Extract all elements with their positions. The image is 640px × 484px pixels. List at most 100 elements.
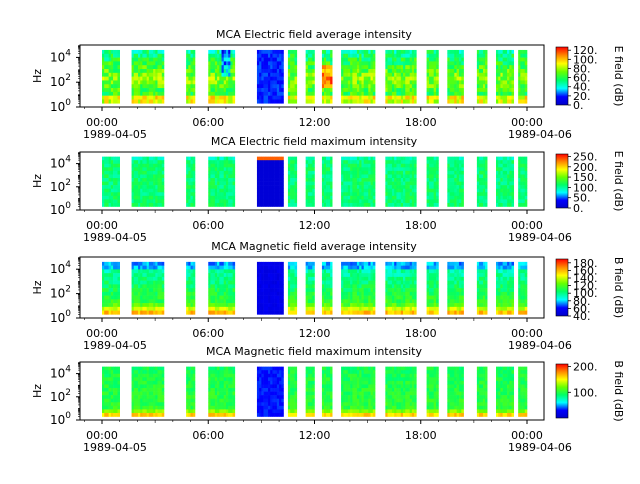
- spectrogram-cell: [213, 157, 216, 161]
- spectrogram-cell: [396, 303, 399, 307]
- spectrogram-cell: [523, 80, 526, 84]
- spectrogram-cell: [414, 311, 417, 315]
- spectrogram-cell: [109, 96, 112, 100]
- spectrogram-cell: [479, 88, 481, 92]
- spectrogram-cell: [483, 96, 485, 100]
- spectrogram-cell: [134, 164, 136, 168]
- spectrogram-cell: [509, 92, 512, 96]
- spectrogram-cell: [266, 196, 269, 200]
- spectrogram-cell: [117, 171, 120, 175]
- spectrogram-cell: [215, 262, 218, 266]
- spectrogram-cell: [275, 61, 278, 65]
- spectrogram-cell: [140, 164, 142, 168]
- spectrogram-cell: [503, 88, 506, 92]
- spectrogram-cell: [427, 281, 430, 285]
- spectrogram-cell: [350, 296, 353, 300]
- spectrogram-cell: [213, 174, 216, 178]
- spectrogram-cell: [346, 262, 349, 266]
- spectrogram-cell: [224, 185, 227, 189]
- spectrogram-cell: [403, 50, 406, 54]
- spectrogram-cell: [162, 58, 164, 62]
- spectrogram-cell: [117, 266, 120, 270]
- spectrogram-cell: [279, 73, 282, 77]
- spectrogram-cell: [306, 196, 309, 200]
- spectrogram-cell: [366, 303, 369, 307]
- spectrogram-cell: [507, 203, 510, 207]
- spectrogram-cell: [259, 196, 262, 200]
- spectrogram-cell: [523, 88, 526, 92]
- spectrogram-cell: [233, 92, 236, 96]
- spectrogram-cell: [477, 185, 479, 189]
- spectrogram-cell: [109, 288, 112, 292]
- spectrogram-cell: [217, 92, 220, 96]
- spectrogram-cell: [518, 88, 521, 92]
- spectrogram-cell: [230, 266, 233, 270]
- spectrogram-cell: [109, 54, 112, 58]
- spectrogram-cell: [512, 192, 515, 196]
- spectrogram-cell: [290, 273, 293, 277]
- spectrogram-cell: [390, 99, 393, 103]
- spectrogram-cell: [509, 84, 512, 88]
- spectrogram-cell: [414, 58, 417, 62]
- spectrogram-cell: [359, 73, 362, 77]
- spectrogram-cell: [162, 277, 164, 281]
- spectrogram-cell: [427, 296, 430, 300]
- spectrogram-cell: [102, 174, 105, 178]
- spectrogram-cell: [505, 189, 508, 193]
- spectrogram-cell: [457, 96, 460, 100]
- spectrogram-cell: [461, 178, 464, 182]
- spectrogram-cell: [290, 58, 293, 62]
- spectrogram-cell: [290, 307, 293, 311]
- spectrogram-cell: [230, 311, 233, 315]
- spectrogram-cell: [412, 185, 415, 189]
- spectrogram-cell: [292, 50, 295, 54]
- spectrogram-cell: [268, 50, 271, 54]
- spectrogram-cell: [219, 192, 222, 196]
- spectrogram-cell: [457, 88, 460, 92]
- spectrogram-cell: [447, 160, 450, 164]
- spectrogram-cell: [208, 203, 211, 207]
- spectrogram-cell: [366, 54, 369, 58]
- spectrogram-cell: [224, 199, 227, 203]
- spectrogram-cell: [272, 299, 275, 303]
- spectrogram-cell: [429, 99, 432, 103]
- spectrogram-cell: [410, 303, 413, 307]
- spectrogram-cell: [264, 174, 267, 178]
- spectrogram-cell: [503, 199, 506, 203]
- spectrogram-cell: [134, 171, 136, 175]
- spectrogram-cell: [454, 189, 457, 193]
- spectrogram-cell: [461, 50, 464, 54]
- spectrogram-cell: [279, 296, 282, 300]
- y-tick-label: 102: [50, 178, 71, 194]
- spectrogram-cell: [306, 65, 309, 69]
- spectrogram-cell: [132, 199, 134, 203]
- spectrogram-cell: [366, 203, 369, 207]
- spectrogram-cell: [328, 269, 330, 273]
- spectrogram-cell: [259, 189, 262, 193]
- spectrogram-cell: [507, 96, 510, 100]
- spectrogram-cell: [109, 84, 112, 88]
- spectrogram-cell: [509, 80, 512, 84]
- spectrogram-cell: [350, 77, 353, 81]
- spectrogram-cell: [151, 296, 153, 300]
- spectrogram-cell: [346, 171, 349, 175]
- spectrogram-cell: [213, 96, 216, 100]
- spectrogram-cell: [394, 189, 397, 193]
- spectrogram-cell: [132, 277, 134, 281]
- spectrogram-cell: [217, 54, 220, 58]
- spectrogram-cell: [277, 299, 280, 303]
- spectrogram-cell: [364, 269, 367, 273]
- spectrogram-cell: [193, 292, 196, 296]
- spectrogram-cell: [431, 167, 434, 171]
- spectrogram-cell: [452, 167, 455, 171]
- spectrogram-cell: [217, 167, 220, 171]
- spectrogram-cell: [215, 54, 218, 58]
- spectrogram-cell: [368, 171, 371, 175]
- spectrogram-cell: [140, 192, 142, 196]
- spectrogram-cell: [330, 58, 332, 62]
- spectrogram-cell: [136, 203, 138, 207]
- spectrogram-cell: [366, 266, 369, 270]
- spectrogram-cell: [288, 203, 291, 207]
- spectrogram-cell: [222, 61, 225, 65]
- spectrogram-cell: [350, 277, 353, 281]
